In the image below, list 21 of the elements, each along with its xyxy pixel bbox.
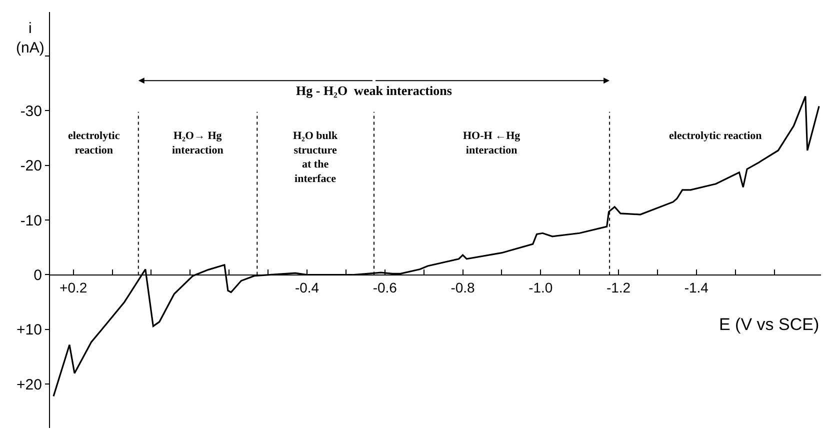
- x-tick-label: -0.6: [372, 280, 398, 296]
- x-tick-label: -0.4: [294, 280, 320, 296]
- x-axis-title: E (V vs SCE): [719, 315, 820, 334]
- annotation: HO-H ←Hg interaction: [463, 130, 521, 156]
- y-axis-title: i (nA): [16, 20, 44, 56]
- x-tick-label: -1.2: [606, 280, 631, 296]
- annotation: electrolytic reaction: [669, 130, 762, 142]
- annotation: electrolytic reaction: [68, 130, 120, 156]
- y-tick-label: -20: [20, 158, 42, 175]
- y-tick-label: -10: [20, 212, 42, 230]
- annotation: H₂O bulk structure at the interface: [293, 130, 338, 185]
- x-tick-label: -1.0: [528, 280, 553, 296]
- y-tick-label: -30: [20, 102, 42, 120]
- x-tick-label: +0.2: [60, 280, 88, 296]
- x-tick-label: -1.4: [684, 280, 709, 296]
- annotation: H₂O→ Hg interaction: [172, 130, 224, 156]
- text: Hg - H₂O weak interactions: [296, 83, 452, 98]
- y-tick-label: +20: [16, 376, 42, 394]
- x-tick-label: -0.8: [450, 280, 476, 296]
- y-tick-label: +10: [16, 322, 42, 339]
- y-tick-label: 0: [34, 266, 42, 284]
